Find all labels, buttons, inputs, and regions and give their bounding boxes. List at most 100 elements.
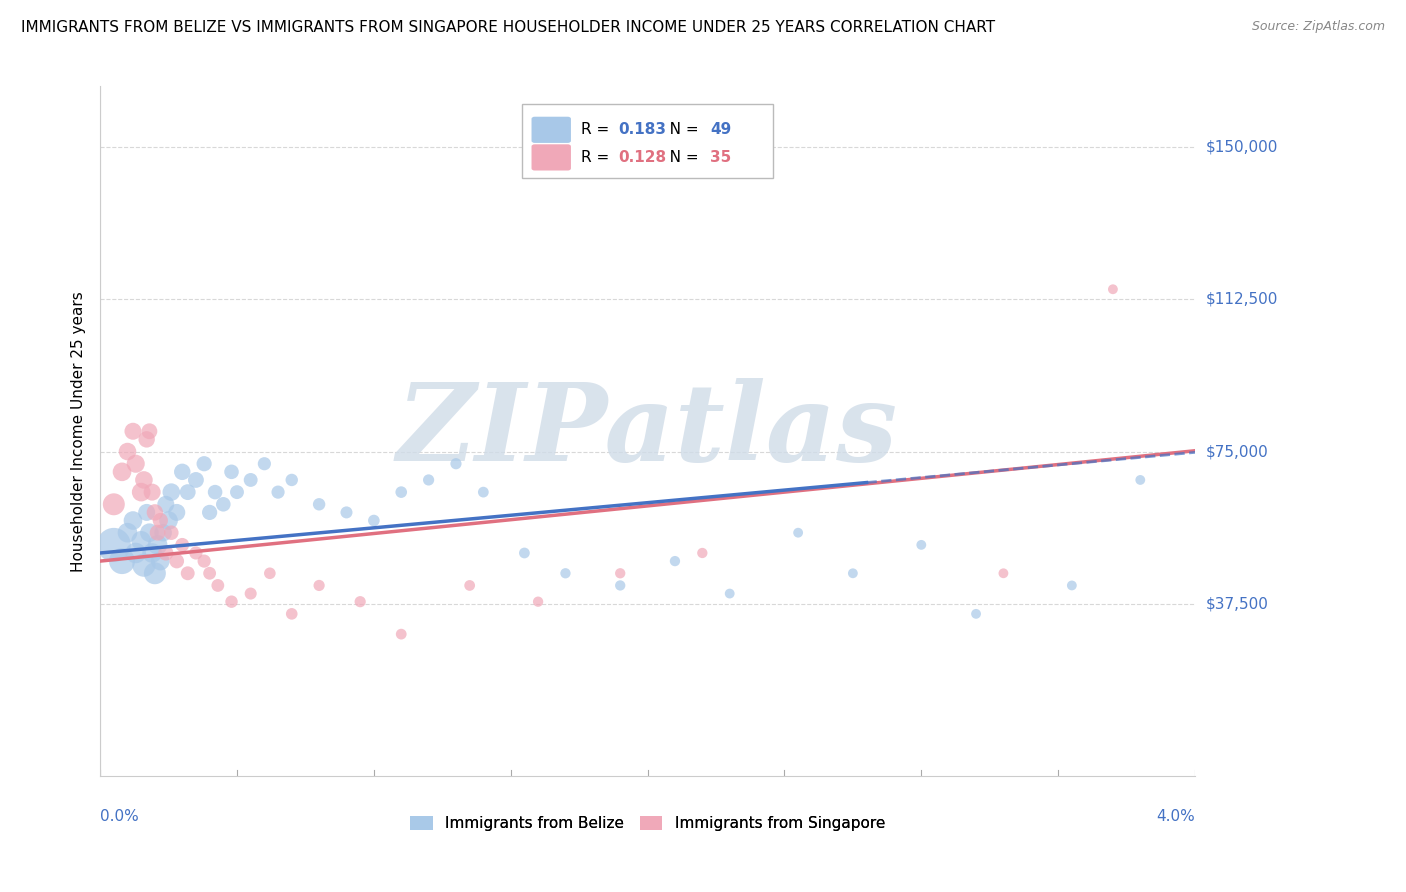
Point [141,546,163,560]
Legend: Immigrants from Belize, Immigrants from Singapore: Immigrants from Belize, Immigrants from … [404,810,891,838]
Point [458,578,481,592]
Point [965,607,987,621]
Y-axis label: Householder Income Under 25 years: Householder Income Under 25 years [72,291,86,572]
Point [152,525,174,540]
Text: 49: 49 [710,122,731,137]
Point [155,546,177,560]
Point [308,578,330,592]
Point [280,607,302,621]
Text: $37,500: $37,500 [1206,596,1270,611]
Point [177,485,200,500]
Point [132,473,155,487]
Point [259,566,281,581]
Point [692,546,714,560]
Text: Source: ZipAtlas.com: Source: ZipAtlas.com [1251,20,1385,33]
Point [117,444,139,458]
Point [155,497,177,511]
Point [389,627,412,641]
Point [198,505,221,519]
Point [472,485,495,500]
Point [177,566,200,581]
Point [221,465,243,479]
Point [166,505,188,519]
Point [160,525,183,540]
Point [135,505,157,519]
Point [363,514,385,528]
Point [125,457,148,471]
Point [160,485,183,500]
Point [718,586,741,600]
Point [172,538,194,552]
Point [554,566,576,581]
Point [157,514,180,528]
Point [193,554,215,568]
Point [1060,578,1083,592]
Point [103,497,125,511]
Point [239,586,262,600]
FancyBboxPatch shape [531,145,571,170]
Point [787,525,810,540]
Point [141,485,163,500]
Text: ZIPatlas: ZIPatlas [396,378,898,484]
Point [349,595,371,609]
Point [513,546,536,560]
Point [149,514,172,528]
Point [184,546,207,560]
Text: 35: 35 [710,150,731,165]
Point [146,525,169,540]
Point [444,457,467,471]
Point [138,424,160,438]
Point [308,497,330,511]
Point [129,485,152,500]
Point [993,566,1015,581]
Point [1102,282,1125,296]
Point [267,485,290,500]
Point [117,525,139,540]
Point [172,465,194,479]
Text: 0.0%: 0.0% [100,809,139,823]
Point [664,554,686,568]
Point [910,538,932,552]
Point [143,505,166,519]
Point [111,465,134,479]
Text: IMMIGRANTS FROM BELIZE VS IMMIGRANTS FROM SINGAPORE HOUSEHOLDER INCOME UNDER 25 : IMMIGRANTS FROM BELIZE VS IMMIGRANTS FRO… [21,20,995,35]
Point [418,473,440,487]
Text: R =: R = [581,122,614,137]
Point [609,566,631,581]
Text: $75,000: $75,000 [1206,444,1268,459]
Point [146,538,169,552]
Text: N =: N = [655,150,704,165]
Point [239,473,262,487]
Point [226,485,249,500]
Point [138,525,160,540]
FancyBboxPatch shape [522,103,773,178]
Point [198,566,221,581]
Text: N =: N = [655,122,704,137]
Point [609,578,631,592]
Point [103,538,125,552]
Text: 0.128: 0.128 [619,150,666,165]
Point [221,595,243,609]
Point [129,533,152,548]
Point [122,424,145,438]
Point [125,546,148,560]
Point [204,485,226,500]
Point [143,566,166,581]
Point [335,505,357,519]
Point [389,485,412,500]
Point [111,554,134,568]
Point [149,554,172,568]
Text: $150,000: $150,000 [1206,140,1278,154]
Text: 4.0%: 4.0% [1156,809,1195,823]
Point [122,514,145,528]
Point [1129,473,1152,487]
Point [280,473,302,487]
Point [135,433,157,447]
Point [253,457,276,471]
Text: $112,500: $112,500 [1206,292,1278,307]
Point [193,457,215,471]
Point [207,578,229,592]
Point [527,595,550,609]
Point [212,497,235,511]
Point [132,558,155,573]
